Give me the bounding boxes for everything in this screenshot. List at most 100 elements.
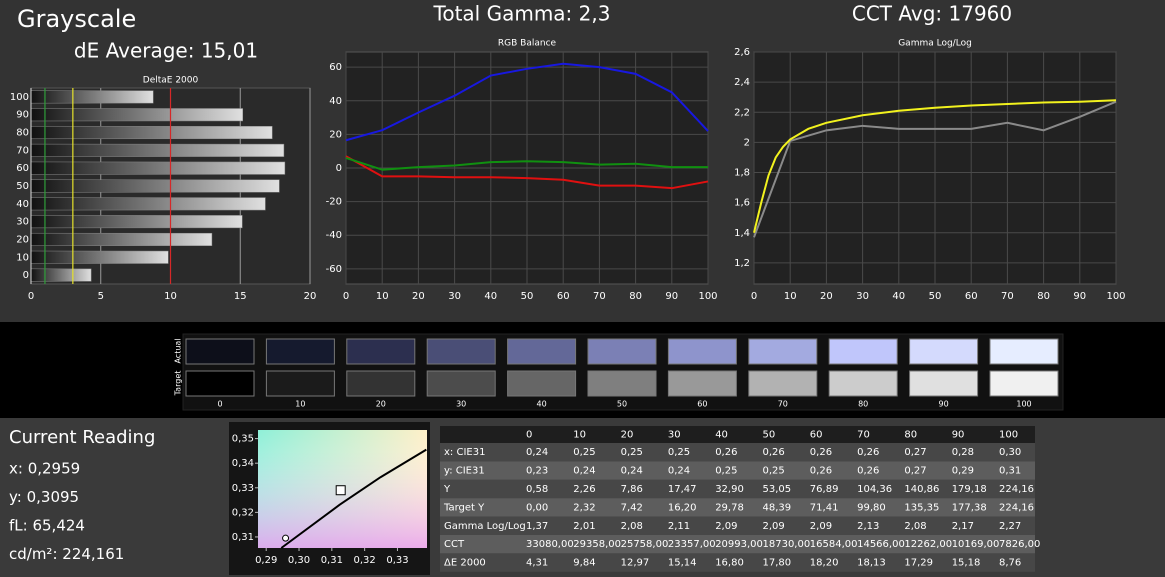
x-tick-label: 10 — [164, 291, 177, 302]
table-cell: 18730,00 — [763, 539, 811, 550]
bar — [30, 143, 285, 157]
y-tick-label: 1,4 — [734, 228, 750, 239]
swatch-label: 70 — [778, 400, 788, 409]
actual-swatch — [989, 338, 1059, 365]
target-point — [335, 485, 346, 496]
y-tick-label: 90 — [16, 110, 29, 121]
row-label: ΔE 2000 — [444, 558, 486, 569]
target-swatch — [265, 370, 335, 397]
swatch-row-label: Target — [174, 371, 183, 397]
swatch-label: 80 — [858, 400, 868, 409]
bar — [30, 126, 273, 140]
table-cell: 2,32 — [573, 502, 595, 513]
cct-avg: CCT Avg: 17960 — [852, 2, 1012, 26]
swatch-label: 100 — [1016, 400, 1031, 409]
chart-title: DeltaE 2000 — [143, 76, 199, 86]
bar — [30, 161, 286, 175]
table-cell: 18,20 — [810, 558, 839, 569]
y-tick-label: 50 — [16, 181, 29, 192]
table-cell: 32,90 — [715, 484, 744, 495]
column-header: 70 — [857, 430, 870, 441]
reading-line: x: 0,2959 — [9, 460, 80, 478]
y-tick-label: 0,31 — [232, 532, 254, 543]
y-tick-label: 2 — [744, 137, 750, 148]
table-cell: 0,31 — [999, 466, 1021, 477]
row-label: x: CIE31 — [444, 447, 485, 458]
table-cell: 0,24 — [621, 466, 643, 477]
x-tick-label: 50 — [521, 291, 534, 302]
table-cell: 0,23 — [526, 466, 548, 477]
target-swatch — [185, 370, 255, 397]
table-cell: 0,25 — [763, 466, 785, 477]
bar — [30, 268, 92, 282]
table-cell: 29,78 — [715, 502, 744, 513]
table-cell: 0,25 — [668, 447, 690, 458]
x-tick-label: 10 — [376, 291, 389, 302]
actual-swatch — [346, 338, 416, 365]
x-tick-label: 5 — [98, 291, 104, 302]
y-tick-label: 0,33 — [232, 483, 254, 494]
table-cell: 33080,00 — [526, 539, 574, 550]
table-cell: 2,26 — [573, 484, 595, 495]
series-line — [753, 99, 1117, 234]
column-header: 100 — [999, 430, 1018, 441]
table-cell: 2,27 — [999, 521, 1021, 532]
row-label: CCT — [444, 539, 465, 550]
y-tick-label: 2,2 — [734, 107, 750, 118]
table-cell: 7,42 — [621, 502, 643, 513]
swatch-label: 30 — [456, 400, 466, 409]
y-tick-label: 20 — [329, 129, 342, 140]
x-tick-label: 20 — [304, 291, 317, 302]
swatch-label: 90 — [939, 400, 949, 409]
table-cell: 18,13 — [857, 558, 886, 569]
series-line — [345, 156, 708, 171]
x-tick-label: 70 — [593, 291, 606, 302]
x-tick-label: 20 — [412, 291, 425, 302]
chart-title: Gamma Log/Log — [898, 39, 972, 49]
bar — [30, 232, 213, 246]
row-label: Gamma Log/Log — [444, 521, 526, 532]
bar — [30, 197, 266, 211]
table-cell: 16,80 — [715, 558, 744, 569]
table-cell: 0,25 — [715, 466, 737, 477]
y-tick-label: 1,6 — [734, 198, 750, 209]
x-tick-label: 60 — [965, 291, 978, 302]
table-cell: 2,01 — [573, 521, 595, 532]
y-tick-label: 1,8 — [734, 168, 750, 179]
column-header: 20 — [621, 430, 634, 441]
table-cell: 15,18 — [952, 558, 981, 569]
table-cell: 0,26 — [857, 447, 879, 458]
table-cell: 224,16 — [999, 484, 1034, 495]
row-label: Target Y — [443, 502, 485, 513]
x-tick-label: 80 — [629, 291, 642, 302]
target-swatch — [587, 370, 657, 397]
table-cell: 0,26 — [763, 447, 785, 458]
de-average: dE Average: 15,01 — [74, 39, 258, 63]
table-cell: 0,26 — [715, 447, 737, 458]
table-cell: 0,26 — [857, 466, 879, 477]
y-tick-label: 30 — [16, 217, 29, 228]
y-tick-label: 0,34 — [232, 458, 254, 469]
table-cell: 76,89 — [810, 484, 839, 495]
target-swatch — [909, 370, 979, 397]
series-line — [753, 100, 1117, 238]
actual-swatch — [667, 338, 737, 365]
table-cell: 53,05 — [763, 484, 792, 495]
table-cell: 179,18 — [952, 484, 987, 495]
x-tick-label: 60 — [557, 291, 570, 302]
table-cell: 2,09 — [715, 521, 737, 532]
swatch-label: 50 — [617, 400, 627, 409]
series-line — [345, 155, 709, 190]
table-row-bg — [440, 516, 1035, 535]
table-cell: 0,27 — [904, 466, 926, 477]
table-cell: 2,08 — [621, 521, 643, 532]
swatch-label: 40 — [537, 400, 547, 409]
actual-swatch — [748, 338, 818, 365]
column-header: 40 — [715, 430, 728, 441]
table-cell: 0,58 — [526, 484, 548, 495]
table-cell: 0,24 — [573, 466, 595, 477]
y-tick-label: 10 — [16, 252, 29, 263]
row-label: y: CIE31 — [444, 466, 485, 477]
table-cell: 104,36 — [857, 484, 892, 495]
table-cell: 140,86 — [904, 484, 939, 495]
